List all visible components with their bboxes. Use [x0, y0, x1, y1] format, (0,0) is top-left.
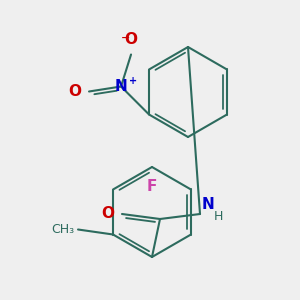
Text: O: O: [124, 32, 137, 46]
Text: H: H: [214, 211, 224, 224]
Text: F: F: [147, 179, 157, 194]
Text: +: +: [129, 76, 137, 86]
Text: −: −: [121, 32, 130, 43]
Text: O: O: [68, 84, 81, 99]
Text: CH₃: CH₃: [51, 223, 74, 236]
Text: N: N: [202, 197, 215, 212]
Text: O: O: [101, 206, 114, 221]
Text: N: N: [115, 79, 128, 94]
